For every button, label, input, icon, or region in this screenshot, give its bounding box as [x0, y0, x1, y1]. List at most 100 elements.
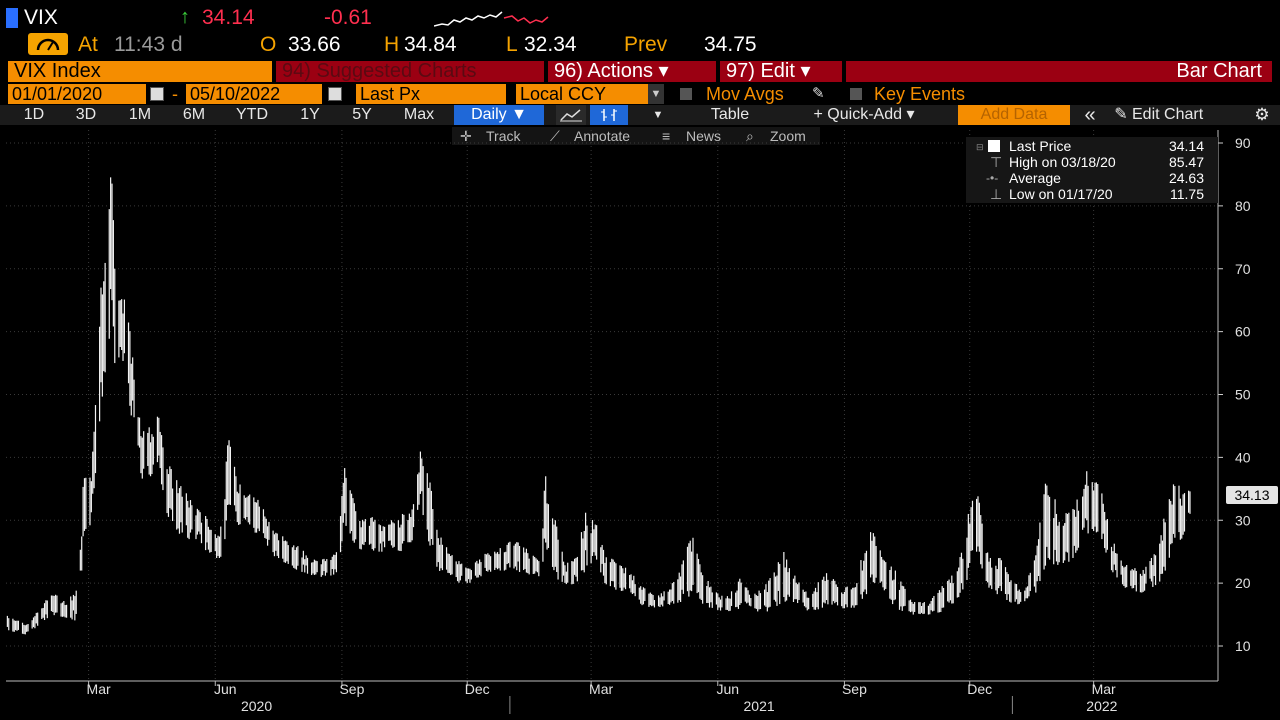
start-date-field[interactable]: 01/01/2020: [8, 84, 146, 104]
key-events-label[interactable]: Key Events: [874, 84, 966, 104]
y-tick-label: 30: [1235, 512, 1251, 528]
ohlc-row: At 11:43 d O 33.66 H 34.84 L 32.34 Prev …: [6, 33, 1276, 57]
mov-avgs-label[interactable]: Mov Avgs: [706, 84, 784, 104]
legend-row-low: ⊥ Low on 01/17/20 11.75: [966, 186, 1218, 202]
period-ytd-button[interactable]: YTD: [236, 106, 268, 123]
period-1m-button[interactable]: 1M: [128, 106, 152, 123]
legend-value: 85.47: [1168, 154, 1204, 170]
line-chart-icon[interactable]: [556, 105, 586, 125]
news-tool[interactable]: News: [686, 128, 722, 144]
at-label: At: [78, 33, 98, 56]
legend-row-average: -•- Average 24.63: [966, 170, 1218, 186]
period-1d-button[interactable]: 1D: [23, 106, 45, 123]
x-tick-label: Mar: [87, 681, 111, 697]
chart-style-dropdown-icon[interactable]: ▼: [652, 109, 664, 121]
security-badge-icon: [6, 8, 18, 28]
year-label: 2022: [1086, 698, 1117, 714]
annotate-tool[interactable]: Annotate: [574, 128, 631, 144]
x-tick-label: Sep: [339, 681, 364, 697]
last-price-tag: 34.13: [1226, 486, 1278, 504]
end-date-field[interactable]: 05/10/2022: [186, 84, 322, 104]
legend-row-last: ⊟ Last Price 34.14: [966, 138, 1218, 154]
period-1y-button[interactable]: 1Y: [300, 106, 320, 123]
year-label: 2021: [744, 698, 775, 714]
key-events-checkbox[interactable]: [850, 84, 864, 104]
x-tick-label: Sep: [842, 681, 867, 697]
actions-menu[interactable]: 96) Actions ▾: [548, 61, 716, 82]
chart-type-title: Bar Chart: [846, 61, 1272, 82]
legend-value: 24.63: [1168, 170, 1204, 186]
open-label: O: [260, 33, 277, 56]
legend-label: Average: [1009, 170, 1061, 186]
x-axis: Mar Jun Sep Dec Mar Jun Sep Dec Mar 2020 2021 2022: [6, 680, 1218, 714]
price-field-select[interactable]: Last Px: [356, 84, 506, 104]
intraday-sparkline-icon: [434, 11, 549, 27]
y-axis: 10 20 30 40 50 60 70 80 90: [1217, 130, 1251, 681]
legend-label: High on 03/18/20: [1009, 154, 1116, 170]
table-button[interactable]: Table: [710, 106, 750, 123]
legend-label: Low on 01/17/20: [1009, 186, 1113, 202]
low-marker-icon: ⊥: [990, 186, 1003, 202]
chart-controls-bar: 1D 3D 1M 6M YTD 1Y 5Y Max Daily ▼ ▼ Tabl…: [0, 105, 1280, 125]
y-tick-label: 20: [1235, 575, 1251, 591]
bar-chart-icon[interactable]: [590, 105, 628, 125]
start-calendar-icon[interactable]: [150, 84, 168, 104]
x-tick-label: Mar: [589, 681, 613, 697]
annotate-pencil-icon[interactable]: ⟋: [550, 128, 560, 144]
chart-subtools-bar: ✛ Track ⟋ Annotate ≡ News ⌕ Zoom: [452, 127, 820, 145]
edit-menu[interactable]: 97) Edit ▾: [720, 61, 842, 82]
edit-pencil-icon[interactable]: ✎: [1114, 106, 1128, 123]
speedometer-icon[interactable]: [28, 33, 68, 55]
y-tick-label: 90: [1235, 135, 1251, 151]
collapse-box-icon[interactable]: ⊟: [976, 142, 984, 152]
settings-gear-icon[interactable]: ⚙: [1254, 105, 1270, 124]
legend-value: 34.14: [1168, 138, 1204, 154]
period-3d-button[interactable]: 3D: [75, 106, 97, 123]
news-icon[interactable]: ≡: [662, 128, 671, 144]
prev-value: 34.75: [704, 33, 757, 56]
high-marker-icon: ⊤: [990, 154, 1003, 170]
period-5y-button[interactable]: 5Y: [352, 106, 372, 123]
track-crosshair-icon[interactable]: ✛: [460, 128, 472, 144]
legend-label: Last Price: [1009, 138, 1072, 154]
frequency-select[interactable]: Daily ▼: [454, 105, 544, 125]
open-value: 33.66: [288, 33, 341, 56]
legend-row-high: ⊤ High on 03/18/20 85.47: [966, 154, 1218, 170]
average-marker-icon: -•-: [986, 171, 999, 185]
x-tick-label: Dec: [967, 681, 992, 697]
x-tick-label: Jun: [716, 681, 739, 697]
x-tick-label: Jun: [214, 681, 237, 697]
collapse-chevrons-icon[interactable]: «: [1084, 104, 1096, 126]
zoom-tool[interactable]: Zoom: [770, 128, 806, 144]
currency-select[interactable]: Local CCY: [516, 84, 648, 104]
year-label: 2020: [241, 698, 272, 714]
currency-dropdown-icon[interactable]: ▼: [648, 84, 664, 104]
suggested-charts-menu[interactable]: 94) Suggested Charts: [276, 61, 544, 82]
y-tick-label: 40: [1235, 449, 1251, 465]
mov-avgs-checkbox[interactable]: [680, 84, 694, 104]
price-bars: [6, 177, 1191, 635]
security-field[interactable]: VIX Index: [8, 61, 272, 82]
chart-legend: ⊟ Last Price 34.14 ⊤ High on 03/18/20 85…: [966, 137, 1218, 203]
series-swatch: [988, 140, 1000, 152]
quote-time: 11:43 d: [114, 33, 183, 56]
zoom-magnifier-icon[interactable]: ⌕: [746, 128, 754, 144]
low-label: L: [506, 33, 518, 56]
y-tick-label: 60: [1235, 324, 1251, 340]
y-tick-label: 10: [1235, 638, 1251, 654]
track-tool[interactable]: Track: [486, 128, 521, 144]
date-separator: -: [172, 84, 178, 104]
ticker-symbol[interactable]: VIX: [24, 6, 58, 29]
period-max-button[interactable]: Max: [403, 106, 435, 123]
add-data-button[interactable]: Add Data: [958, 105, 1070, 125]
quick-add-button[interactable]: + Quick-Add ▾: [813, 106, 915, 123]
y-tick-label: 80: [1235, 198, 1251, 214]
up-arrow-icon: ↑: [180, 6, 190, 28]
edit-chart-button[interactable]: Edit Chart: [1132, 106, 1204, 123]
pencil-icon[interactable]: ✎: [812, 85, 825, 102]
x-tick-label: Dec: [465, 681, 490, 697]
prev-label: Prev: [624, 33, 668, 56]
end-calendar-icon[interactable]: [328, 84, 346, 104]
period-6m-button[interactable]: 6M: [182, 106, 206, 123]
